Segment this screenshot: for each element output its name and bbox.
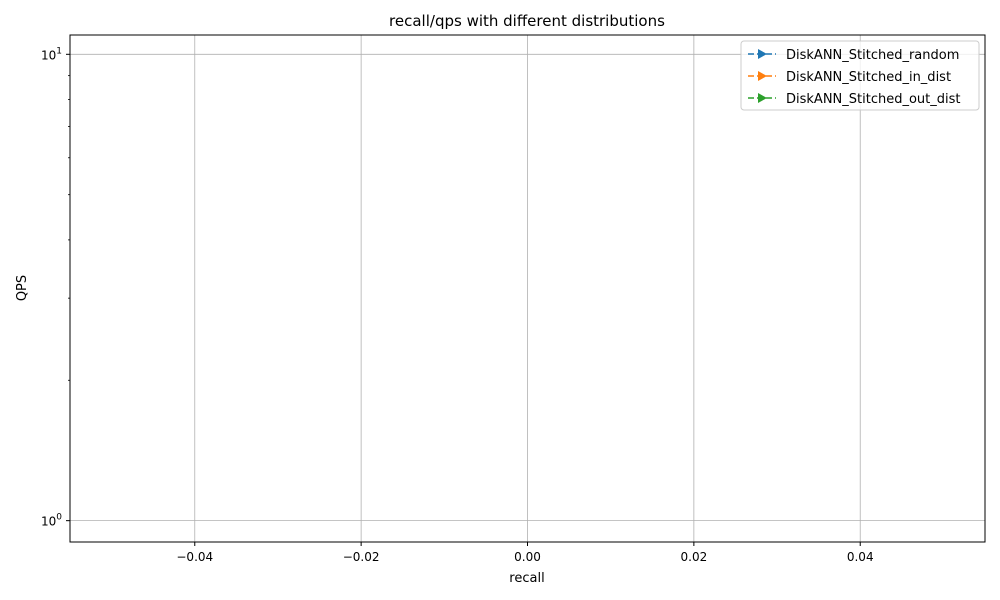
grid [70, 35, 985, 542]
legend-label: DiskANN_Stitched_out_dist [786, 92, 960, 107]
legend-marker [758, 93, 767, 103]
y-tick-base: 10 [41, 515, 56, 529]
x-tick-label: −0.02 [343, 550, 380, 564]
y-tick-exponent: 0 [56, 513, 62, 523]
legend-marker [758, 49, 767, 59]
y-axis-label: QPS [15, 275, 30, 301]
y-tick-label: 101 [41, 46, 62, 62]
y-tick-base: 10 [41, 48, 56, 62]
legend-marker [758, 71, 767, 81]
legend-label: DiskANN_Stitched_in_dist [786, 70, 951, 85]
legend: DiskANN_Stitched_random DiskANN_Stitched_… [740, 40, 980, 111]
legend-box [740, 40, 980, 111]
y-tick-label: 100 [41, 513, 62, 529]
legend-label: DiskANN_Stitched_random [786, 48, 959, 63]
y-tick-exponent: 1 [56, 46, 62, 56]
x-tick-label: 0.02 [681, 550, 708, 564]
chart-title: recall/qps with different distributions [389, 12, 665, 30]
x-tick-label: −0.04 [176, 550, 213, 564]
x-axis-ticks: −0.04 −0.02 0.00 0.02 0.04 [176, 542, 874, 564]
x-axis-label: recall [509, 571, 544, 586]
x-tick-label: 0.04 [847, 550, 874, 564]
x-tick-label: 0.00 [514, 550, 541, 564]
